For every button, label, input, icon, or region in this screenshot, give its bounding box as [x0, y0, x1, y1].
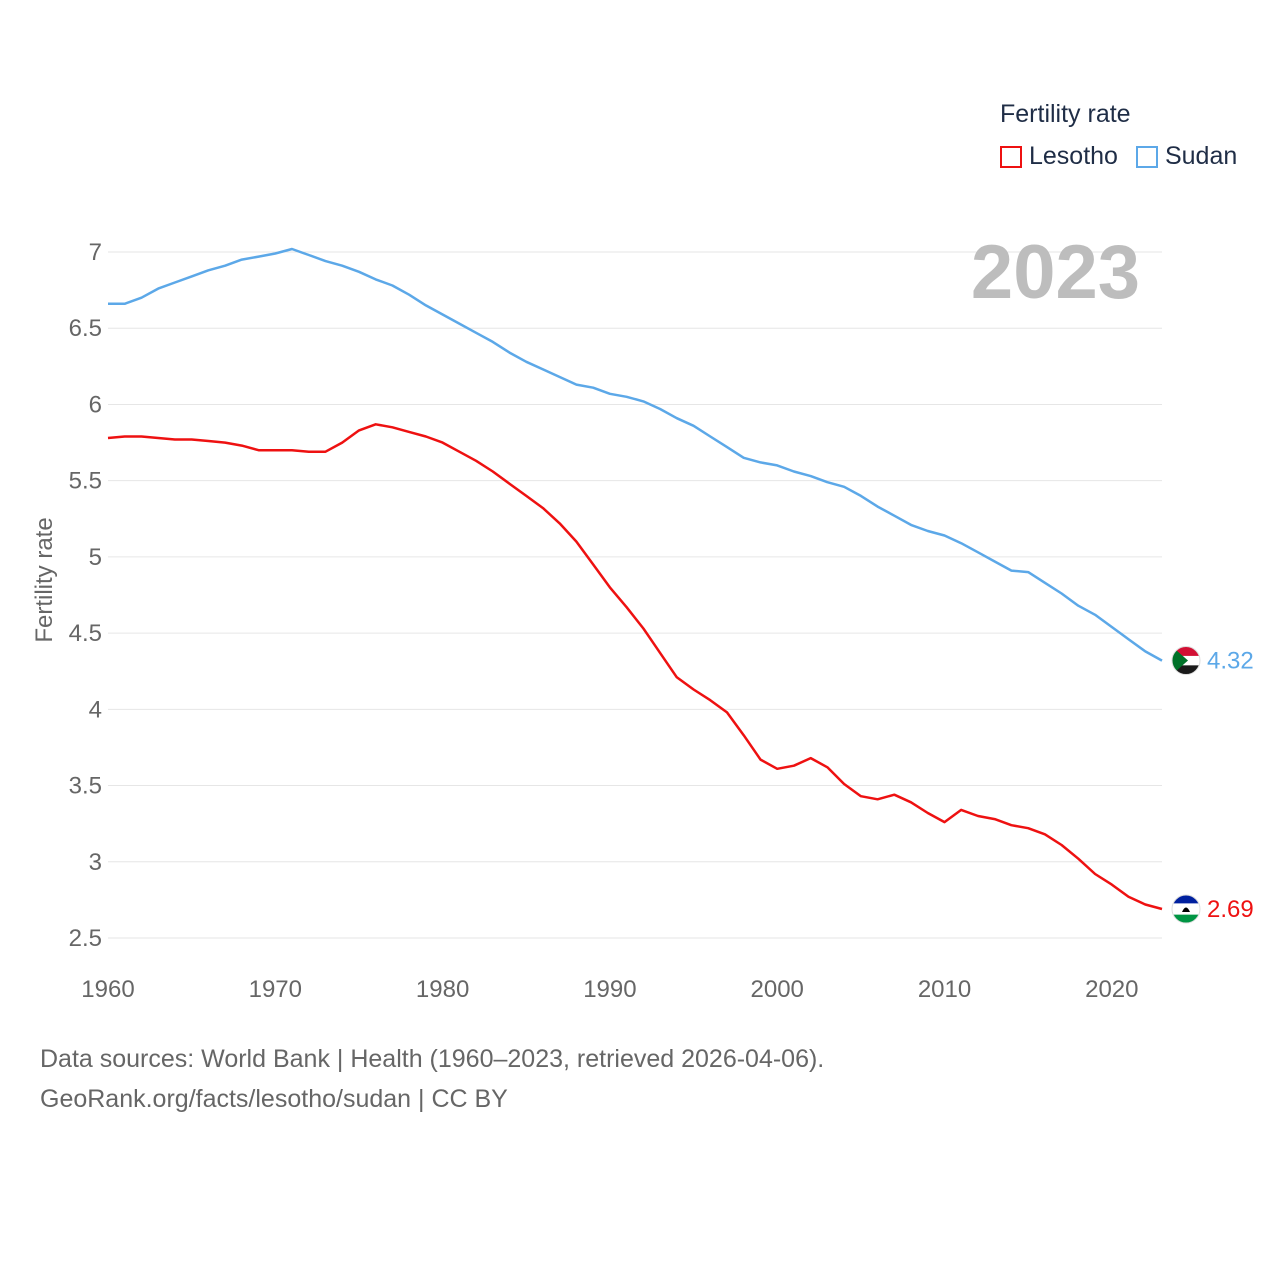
series-end-markers: 2.69 4.32	[1171, 646, 1254, 924]
series-line-sudan	[108, 247, 1163, 662]
series-line-lesotho	[107, 423, 1163, 911]
x-tick-label: 2020	[1085, 976, 1138, 1003]
line-chart: 2.5 3 3.5 4 4.5 5 5.5 6 6.5 7 1960 1970 1980 1990 200…	[31, 230, 1254, 1003]
legend-swatch-lesotho	[1000, 145, 1022, 168]
y-tick-label: 5.5	[69, 468, 102, 495]
legend-swatch-sudan	[1135, 145, 1158, 168]
x-tick-label: 2000	[751, 976, 804, 1003]
legend-item-sudan[interactable]: Sudan	[1135, 142, 1238, 171]
legend-title: Fertility rate	[1000, 100, 1131, 128]
y-tick-label: 3.5	[69, 773, 102, 800]
legend-label-lesotho: Lesotho	[1029, 142, 1118, 170]
legend-item-lesotho[interactable]: Lesotho	[1000, 142, 1118, 171]
legend-label-sudan: Sudan	[1164, 142, 1238, 170]
x-tick-label: 1970	[249, 976, 302, 1003]
end-value-label-sudan: 4.32	[1207, 648, 1254, 675]
x-tick-label: 1980	[416, 976, 469, 1003]
x-tick-label: 2010	[918, 976, 971, 1003]
flag-icon-sudan	[1171, 646, 1201, 676]
year-watermark: 2023	[971, 230, 1140, 315]
footer-source: Data sources: World Bank | Health (1960–…	[40, 1045, 825, 1073]
grid-lines	[108, 251, 1162, 939]
legend: Lesotho Sudan	[1000, 142, 1255, 171]
x-tick-label: 1990	[583, 976, 636, 1003]
end-value-label-lesotho: 2.69	[1207, 896, 1254, 923]
y-tick-label: 3	[89, 849, 102, 876]
footer-attribution: GeoRank.org/facts/lesotho/sudan | CC BY	[40, 1085, 508, 1113]
y-tick-label: 6	[89, 391, 102, 418]
series-lines	[107, 247, 1163, 911]
y-axis-label: Fertility rate	[31, 517, 58, 642]
y-tick-label: 4.5	[69, 620, 102, 647]
y-tick-label: 5	[89, 544, 102, 571]
x-tick-label: 1960	[81, 976, 134, 1003]
y-tick-label: 4	[89, 696, 102, 723]
x-axis-ticks: 1960 1970 1980 1990 2000 2010 2020	[81, 976, 1138, 1003]
y-tick-label: 7	[89, 239, 102, 266]
flag-icon-lesotho	[1171, 894, 1201, 924]
y-axis-ticks: 2.5 3 3.5 4 4.5 5 5.5 6 6.5 7	[69, 239, 102, 952]
y-tick-label: 2.5	[69, 925, 102, 952]
y-tick-label: 6.5	[69, 315, 102, 342]
